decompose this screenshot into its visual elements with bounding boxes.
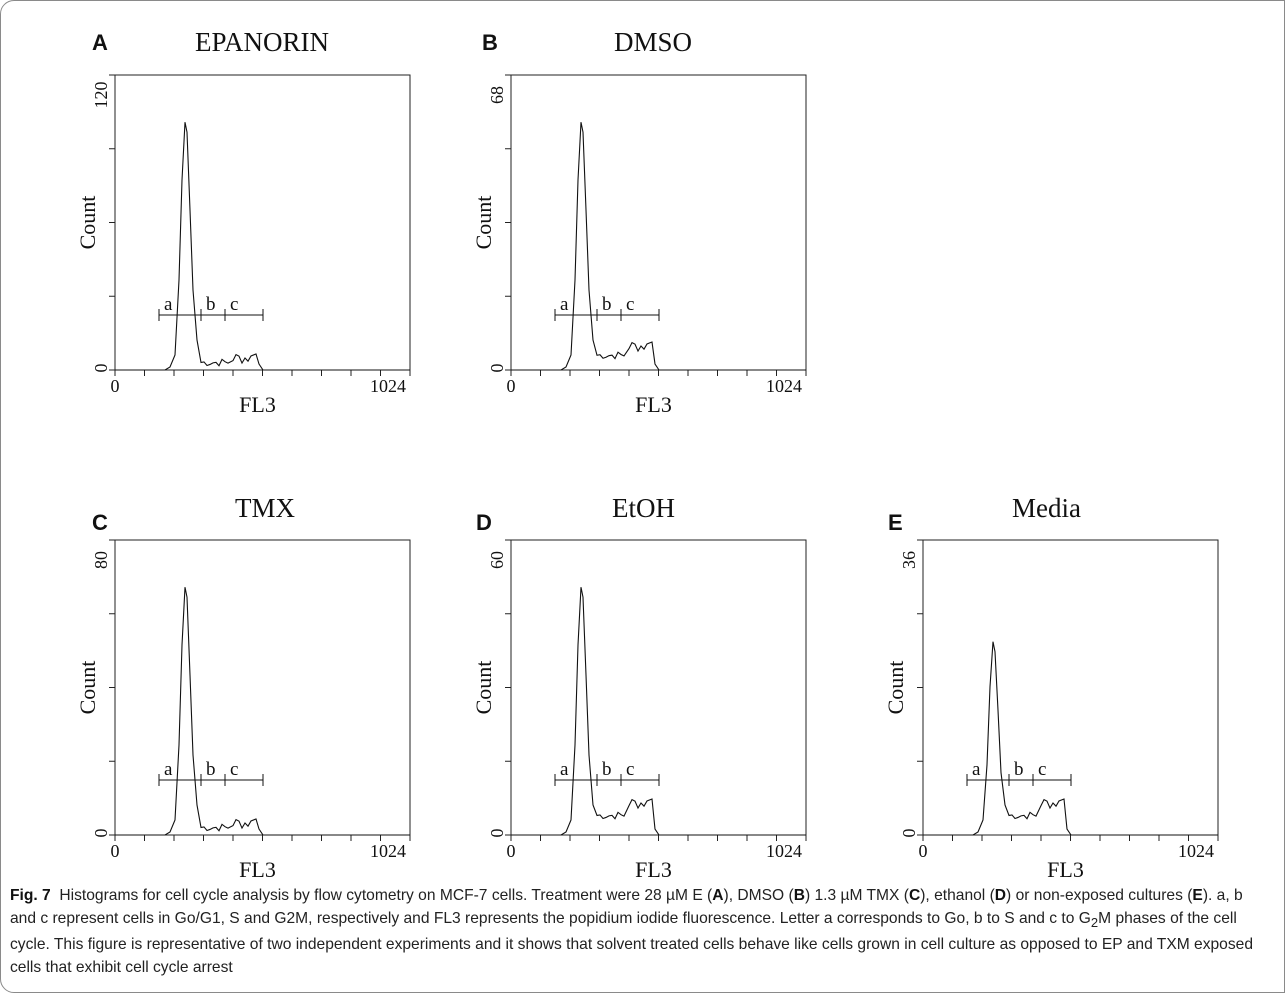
y-axis-label: Count [471, 661, 496, 715]
x-max-label: 1024 [370, 841, 406, 861]
caption-bold-e: E [1192, 887, 1203, 904]
histogram-chart: 0 1024 FL3 60 0 Count a b c [471, 539, 807, 882]
x-max-label: 1024 [766, 841, 802, 861]
figure-caption: Fig. 7 Histograms for cell cycle analysi… [10, 885, 1272, 979]
y-axis-label: Count [75, 661, 100, 715]
histogram-chart: 0 1024 FL3 80 0 Count a b c [75, 539, 411, 882]
histogram-curve [923, 641, 1218, 836]
caption-text-1: Histograms for cell cycle analysis by fl… [59, 887, 713, 904]
gate-label: c [1038, 759, 1046, 780]
x-axis-label: FL3 [1047, 857, 1084, 882]
panel-letter: D [476, 510, 492, 535]
histogram-curve [511, 122, 806, 371]
y-max-label: 80 [91, 551, 111, 569]
gate-label: c [626, 294, 634, 315]
panel-title: Media [1012, 493, 1081, 523]
y-min-label: 0 [487, 364, 507, 373]
y-min-label: 0 [91, 364, 111, 373]
y-max-label: 60 [487, 551, 507, 569]
histogram-chart: 0 1024 FL3 120 0 Count a b c [75, 74, 411, 417]
plot-frame [510, 74, 807, 371]
panel-title: TMX [235, 493, 295, 523]
y-min-label: 0 [487, 829, 507, 838]
histogram-curve [115, 122, 410, 371]
x-max-label: 1024 [766, 376, 802, 396]
gate-label: b [206, 759, 216, 780]
y-axis-label: Count [471, 196, 496, 250]
x-min-label: 0 [111, 376, 120, 396]
gate-label: b [1014, 759, 1024, 780]
y-max-label: 36 [899, 551, 919, 569]
y-axis-label: Count [883, 661, 908, 715]
gate-label: a [972, 759, 981, 780]
gate-label: a [164, 294, 173, 315]
caption-bold-b: B [793, 887, 805, 904]
panel-title: DMSO [614, 27, 693, 57]
x-axis-label: FL3 [239, 857, 276, 882]
gate-label: b [206, 294, 216, 315]
panel-letter: C [92, 510, 108, 535]
caption-text-2: ), DMSO ( [723, 887, 794, 904]
y-axis-label: Count [75, 196, 100, 250]
histogram-curve [115, 587, 410, 836]
plot-frame [510, 539, 807, 836]
x-max-label: 1024 [370, 376, 406, 396]
plot-frame [114, 539, 411, 836]
caption-subscript: 2 [1090, 914, 1099, 930]
fig-label: Fig. 7 [10, 887, 51, 904]
panel-letter: B [482, 30, 498, 55]
panel-title: EPANORIN [195, 27, 330, 57]
panel-letter: E [888, 510, 903, 535]
caption-text-6: ). a, b and c represent cells in Go/G1, … [10, 887, 1243, 927]
x-axis-label: FL3 [239, 392, 276, 417]
caption-bold-d: D [994, 887, 1007, 904]
gate-label: a [164, 759, 173, 780]
x-min-label: 0 [919, 841, 928, 861]
plot-frame [922, 539, 1219, 836]
histogram-chart: 0 1024 FL3 36 0 Count a b c [883, 539, 1219, 882]
y-max-label: 120 [91, 82, 111, 109]
histogram-chart: 0 1024 FL3 68 0 Count a b c [471, 74, 807, 417]
gate-label: c [230, 759, 238, 780]
gate-label: a [560, 294, 569, 315]
gate-label: b [602, 759, 612, 780]
x-axis-label: FL3 [635, 857, 672, 882]
x-min-label: 0 [507, 376, 516, 396]
caption-text-5: ) or non-exposed cultures ( [1006, 887, 1193, 904]
gate-label: c [626, 759, 634, 780]
caption-bold-c: C [908, 887, 921, 904]
caption-text-3: ) 1.3 µM TMX ( [804, 887, 909, 904]
plot-frame [114, 74, 411, 371]
panel-letter: A [92, 30, 108, 55]
caption-text-7: M phases of the cell cycle. This figure … [10, 909, 1253, 976]
gate-label: c [230, 294, 238, 315]
caption-bold-a: A [712, 887, 724, 904]
y-min-label: 0 [91, 829, 111, 838]
x-min-label: 0 [111, 841, 120, 861]
gate-label: a [560, 759, 569, 780]
gate-label: b [602, 294, 612, 315]
y-min-label: 0 [899, 829, 919, 838]
x-min-label: 0 [507, 841, 516, 861]
x-axis-label: FL3 [635, 392, 672, 417]
panel-title: EtOH [612, 493, 675, 523]
x-max-label: 1024 [1178, 841, 1214, 861]
caption-text-4: ), ethanol ( [920, 887, 995, 904]
histogram-curve [511, 587, 806, 836]
y-max-label: 68 [487, 86, 507, 104]
